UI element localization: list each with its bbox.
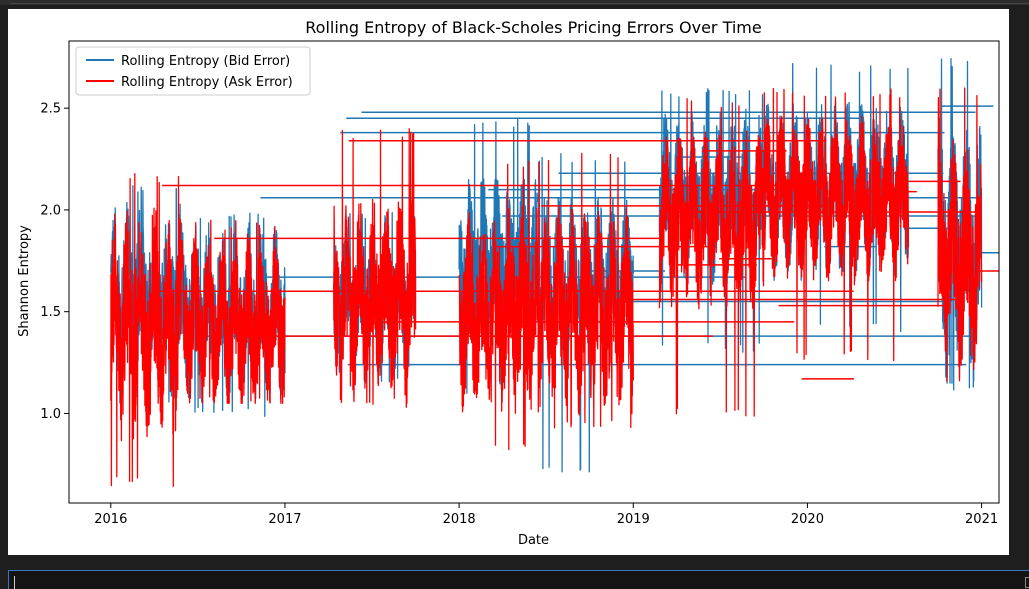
series-segment <box>110 173 182 488</box>
series-segment <box>179 219 286 404</box>
y-axis-label: Shannon Entropy <box>17 225 32 337</box>
chart-title: Rolling Entropy of Black-Scholes Pricing… <box>305 18 761 37</box>
series-segment <box>458 160 539 451</box>
text-cursor <box>14 576 15 589</box>
y-tick-label: 2.5 <box>40 102 61 117</box>
legend: Rolling Entropy (Bid Error) Rolling Entr… <box>75 46 311 96</box>
y-tick-label: 1.0 <box>40 407 61 422</box>
legend-label-bid: Rolling Entropy (Bid Error) <box>121 54 290 69</box>
series-ask <box>110 87 999 488</box>
cell-scrollbar[interactable] <box>1025 577 1029 588</box>
x-tick-label: 2017 <box>268 512 301 527</box>
series-segment <box>333 128 417 408</box>
window-top-bar <box>0 0 1029 5</box>
x-tick-label: 2021 <box>965 512 998 527</box>
x-tick-label: 2019 <box>617 512 650 527</box>
legend-label-ask: Rolling Entropy (Ask Error) <box>121 75 293 90</box>
chart-canvas: Rolling Entropy of Black-Scholes Pricing… <box>17 18 1000 548</box>
code-input-cell[interactable] <box>8 570 1029 589</box>
x-tick-label: 2018 <box>443 512 476 527</box>
legend-box <box>75 46 311 96</box>
series-segment <box>937 87 983 382</box>
ticks-layer: 2016 2017 2018 2019 2020 2021 1.0 1.5 2.0 2.5 <box>40 102 998 527</box>
series-layer <box>110 58 999 488</box>
chart-figure: Rolling Entropy of Black-Scholes Pricing… <box>8 9 1009 555</box>
series-segment <box>536 152 634 429</box>
x-axis-label: Date <box>518 533 549 548</box>
x-tick-label: 2016 <box>94 512 127 527</box>
y-tick-label: 1.5 <box>40 305 61 320</box>
plot-frame <box>68 40 1000 504</box>
window-top-divider <box>10 3 1029 4</box>
y-tick-label: 2.0 <box>40 203 61 218</box>
x-tick-label: 2020 <box>791 512 824 527</box>
